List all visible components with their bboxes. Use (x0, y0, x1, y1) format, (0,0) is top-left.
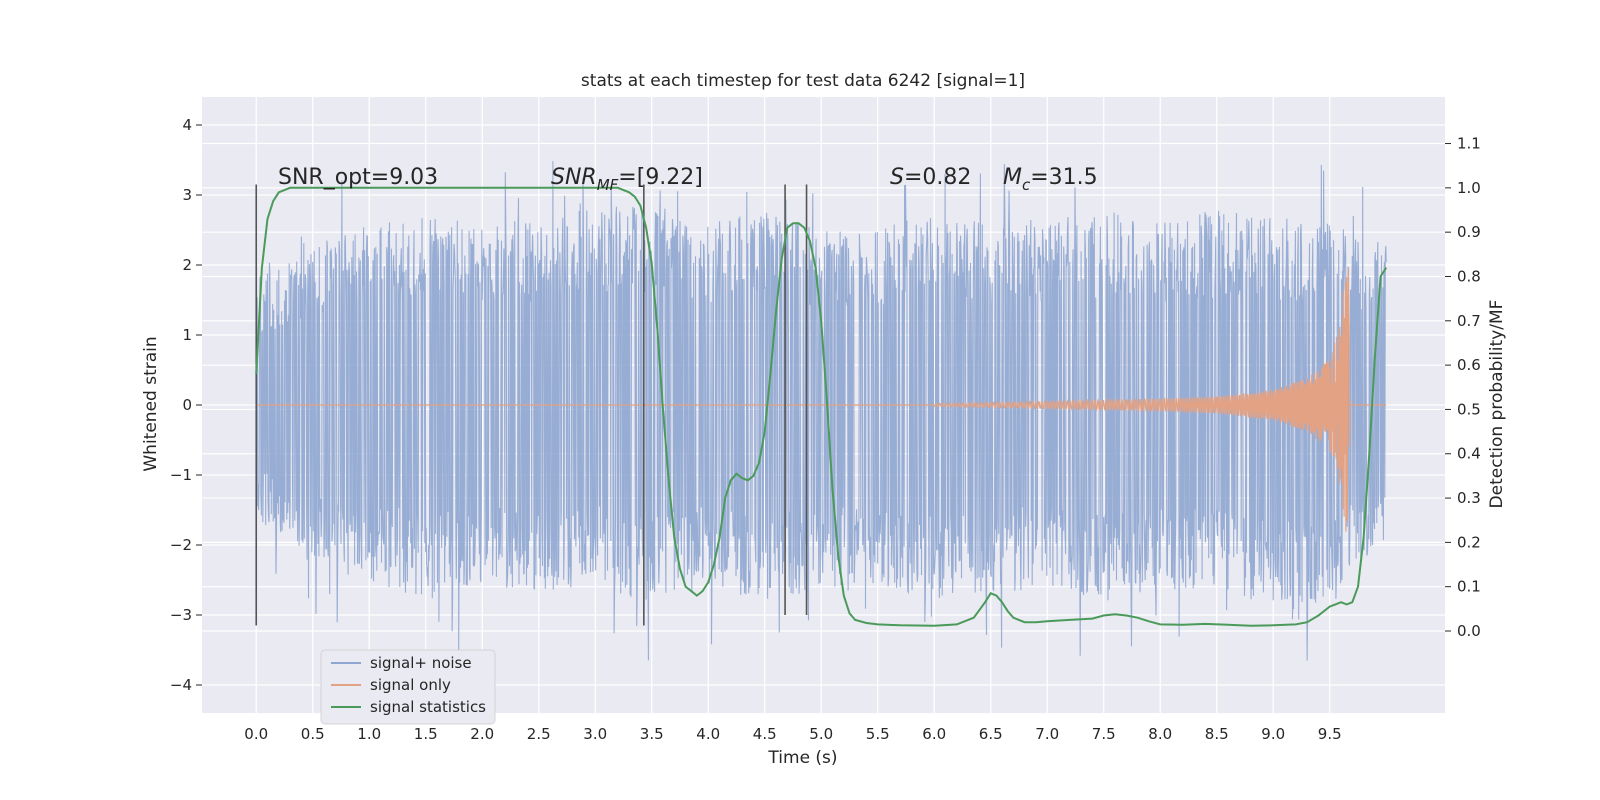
y2-tick-label: 0.0 (1457, 622, 1481, 640)
x-tick-label: 3.5 (640, 725, 664, 743)
y2-tick-label: 0.7 (1457, 312, 1481, 330)
y2-tick-label: 0.5 (1457, 400, 1481, 418)
x-tick-label: 8.5 (1205, 725, 1229, 743)
y2-tick-label: 0.6 (1457, 356, 1481, 374)
series-signal-statistics (255, 186, 1388, 627)
x-tick-label: 9.0 (1261, 725, 1285, 743)
y2-tick-label: 0.2 (1457, 533, 1481, 551)
legend-label-stats: signal statistics (370, 698, 486, 716)
x-tick-label: 5.5 (866, 725, 890, 743)
series-signal-only (256, 268, 1387, 532)
x-tick-label: 6.5 (979, 725, 1003, 743)
x-tick-label: 7.5 (1092, 725, 1116, 743)
x-tick-label: 5.0 (809, 725, 833, 743)
annotation-snr-opt: SNR_opt=9.03 (278, 165, 438, 190)
y2-tick-label: 0.1 (1457, 578, 1481, 596)
y-axis-title: Whitened strain (141, 336, 161, 471)
x-tick-label: 1.0 (357, 725, 381, 743)
y-tick-label: −1 (170, 466, 192, 484)
y2-tick-label: 0.9 (1457, 223, 1481, 241)
y-tick-label: 0 (182, 396, 192, 414)
x-tick-label: 3.0 (583, 725, 607, 743)
y-tick-label: 1 (182, 326, 192, 344)
y2-tick-label: 1.0 (1457, 179, 1481, 197)
x-tick-label: 8.0 (1148, 725, 1172, 743)
y-tick-label: −3 (170, 606, 192, 624)
y-tick-label: 3 (182, 186, 192, 204)
y2-tick-label: 0.8 (1457, 267, 1481, 285)
x-tick-label: 2.0 (470, 725, 494, 743)
y2-axis-title: Detection probability/MF (1487, 300, 1507, 509)
x-tick-label: 2.5 (527, 725, 551, 743)
legend-box (320, 649, 496, 725)
x-axis-title: Time (s) (767, 748, 837, 768)
x-tick-label: 7.0 (1035, 725, 1059, 743)
y-tick-label: −2 (170, 536, 192, 554)
x-tick-label: 0.5 (301, 725, 325, 743)
x-tick-label: 0.0 (244, 725, 268, 743)
legend-label-signal: signal only (370, 676, 451, 694)
y2-tick-label: 1.1 (1457, 135, 1481, 153)
x-tick-label: 1.5 (414, 725, 438, 743)
chart-title: stats at each timestep for test data 624… (581, 71, 1025, 91)
x-tick-label: 4.0 (696, 725, 720, 743)
x-tick-label: 4.5 (753, 725, 777, 743)
y-tick-label: −4 (170, 676, 192, 694)
x-tick-label: 6.0 (922, 725, 946, 743)
y-tick-label: 4 (182, 116, 192, 134)
legend: signal+ noise signal only signal statist… (320, 649, 496, 725)
legend-label-noise: signal+ noise (370, 654, 472, 672)
x-tick-label: 9.5 (1318, 725, 1342, 743)
annotation-snr-mf: SNRMF=[9.22] (551, 165, 703, 194)
y2-tick-label: 0.3 (1457, 489, 1481, 507)
y2-tick-label: 0.4 (1457, 445, 1481, 463)
series-signal-noise (255, 161, 1387, 661)
y-tick-label: 2 (182, 256, 192, 274)
annotation-s: S=0.82 (890, 165, 971, 190)
annotation-mc: Mc=31.5 (1003, 165, 1098, 194)
